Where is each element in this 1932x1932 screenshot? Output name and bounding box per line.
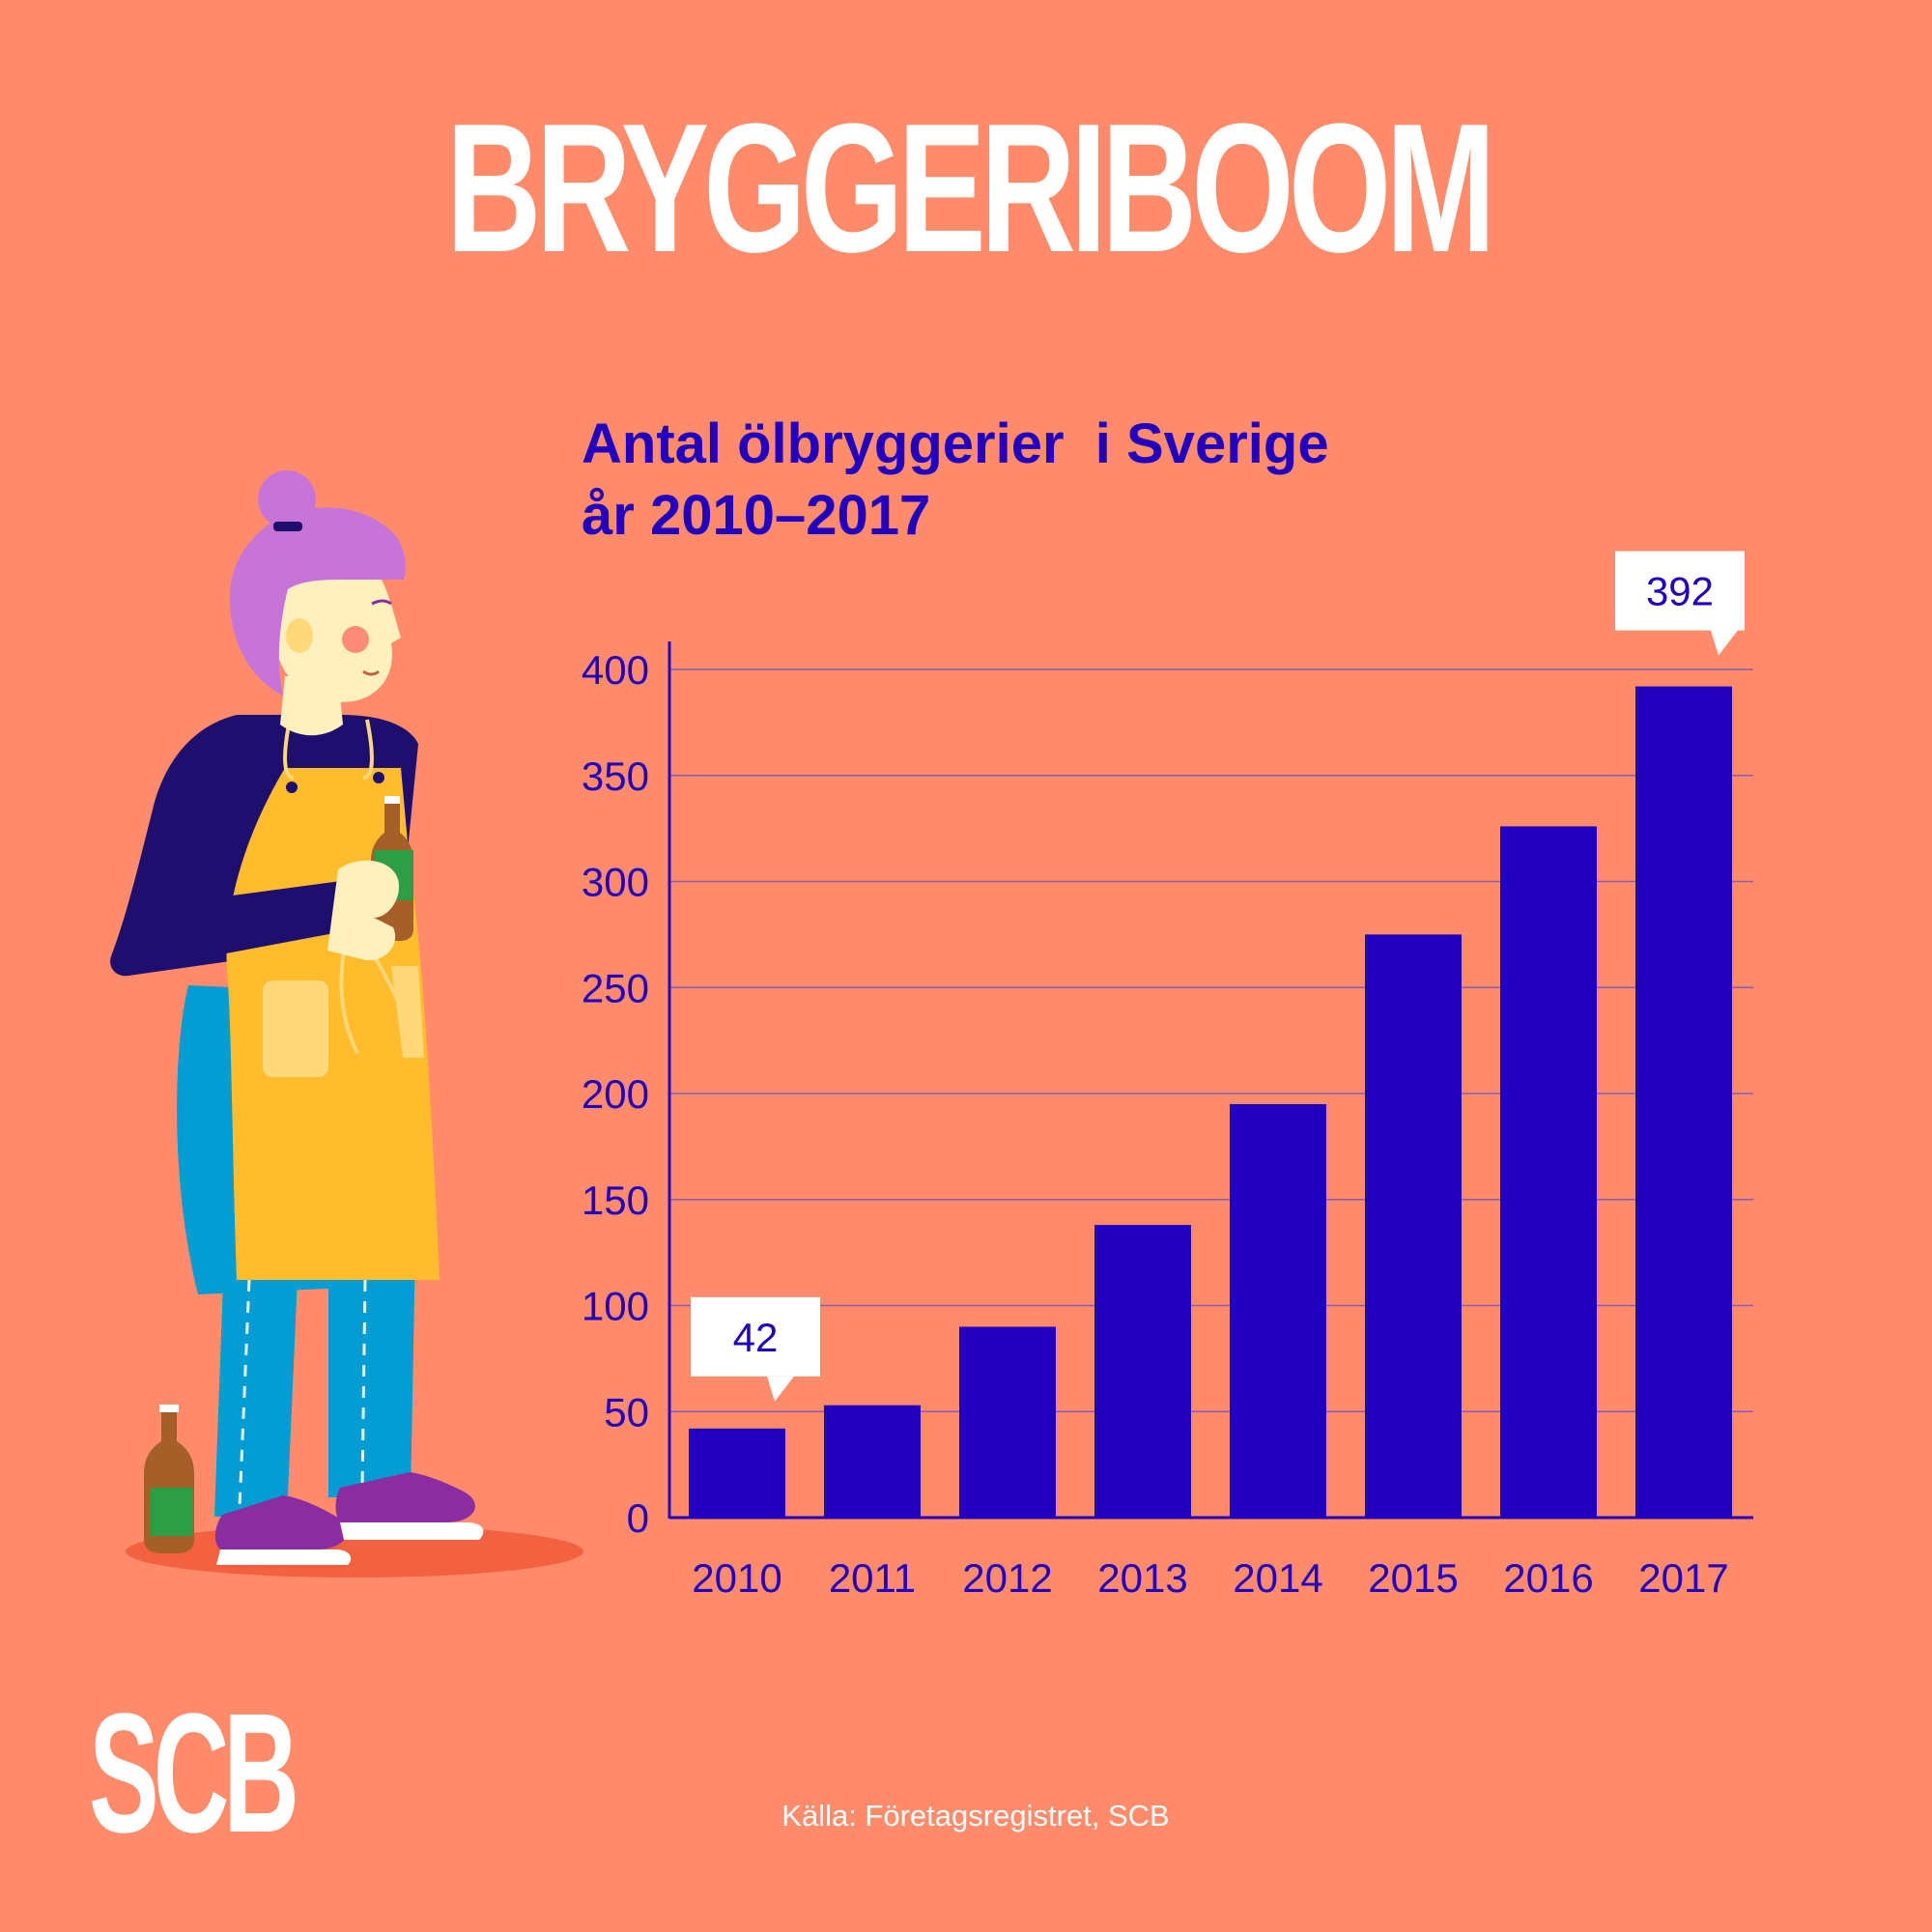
y-tick-label: 0 [627,1495,649,1541]
shoe-left [214,1495,348,1549]
y-tick-label: 400 [582,647,649,693]
x-tick-label: 2013 [1097,1555,1187,1601]
bar-2010 [689,1428,785,1518]
bar-2015 [1365,934,1462,1518]
chart-title-line-2: år 2010–2017 [582,484,931,547]
y-tick-label: 350 [582,753,649,799]
bar-2012 [959,1326,1056,1518]
shoe-right [335,1472,475,1522]
callout-box [691,1296,820,1377]
bar-2014 [1230,1103,1326,1518]
y-tick-label: 300 [582,860,649,905]
y-tick-label: 150 [582,1178,649,1223]
callouts: 42 392 [691,551,1745,1402]
floor-bottle-icon [144,1405,194,1553]
x-tick-labels: 2010 2011 2012 2013 2014 2015 2016 2017 [692,1555,1728,1601]
hand [327,860,399,961]
x-tick-label: 2016 [1503,1555,1593,1601]
source-note: Källa: Företagsregistret, SCB [781,1799,1170,1833]
bar-2013 [1094,1225,1191,1518]
bar-2017 [1635,686,1732,1518]
x-tick-label: 2012 [962,1555,1052,1601]
y-tick-label: 200 [582,1071,649,1117]
callout-pointer [1711,630,1738,656]
callout-pointer [767,1376,794,1402]
leg-left [214,1256,298,1517]
arm [147,821,365,963]
face [275,565,401,702]
headline: BRYGGERIBOOM [445,86,1496,291]
apron-pocket [263,980,328,1077]
y-tick-labels: 0 50 100 150 200 250 300 350 400 [582,647,649,1541]
bars [689,686,1732,1518]
scb-logo: SCB [89,1679,299,1868]
bar-2011 [824,1405,921,1518]
data-label: 42 [733,1315,779,1360]
x-tick-label: 2015 [1368,1555,1458,1601]
y-tick-label: 50 [604,1389,649,1435]
leg-right [328,1246,415,1497]
x-tick-label: 2014 [1233,1555,1322,1601]
x-tick-label: 2011 [829,1555,916,1601]
callout-2017: 392 [1615,551,1745,656]
hair-bun [258,470,316,528]
chart-title-line-1: Antal ölbryggerier i Sverige [582,412,1329,475]
x-tick-label: 2017 [1638,1555,1728,1601]
y-tick-label: 250 [582,965,649,1010]
callout-box [1615,551,1745,631]
y-tick-label: 100 [582,1284,649,1329]
bar-2016 [1500,826,1597,1518]
x-tick-label: 2010 [692,1555,781,1601]
callout-2010: 42 [691,1296,820,1402]
hair [230,507,406,696]
axes [668,641,1753,1520]
data-label: 392 [1646,569,1714,614]
